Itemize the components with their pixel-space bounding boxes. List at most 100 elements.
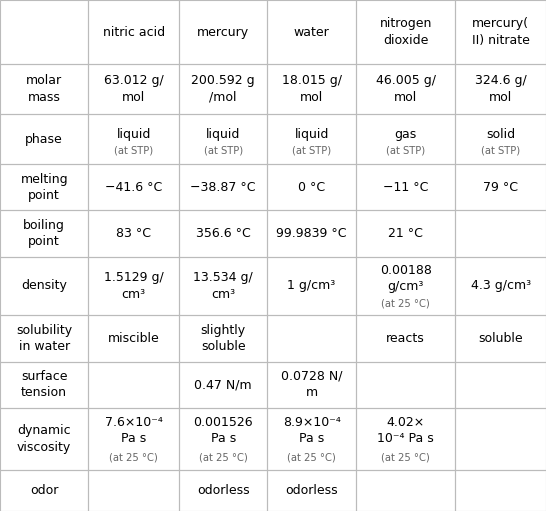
Bar — [268, 315, 356, 361]
Text: nitrogen
dioxide: nitrogen dioxide — [379, 17, 432, 47]
Text: miscible: miscible — [108, 332, 159, 345]
Text: (at 25 °C): (at 25 °C) — [287, 453, 336, 463]
Text: reacts: reacts — [386, 332, 425, 345]
Bar — [356, 361, 455, 408]
Bar — [0, 164, 88, 211]
Text: −11 °C: −11 °C — [383, 181, 428, 194]
Bar — [88, 114, 179, 164]
Bar — [455, 315, 546, 361]
Text: boiling
point: boiling point — [23, 219, 65, 248]
Text: 83 °C: 83 °C — [116, 227, 151, 240]
Text: 79 °C: 79 °C — [483, 181, 518, 194]
Bar — [179, 64, 268, 114]
Text: 63.012 g/
mol: 63.012 g/ mol — [104, 75, 164, 104]
Text: 0 °C: 0 °C — [298, 181, 325, 194]
Bar — [356, 470, 455, 511]
Text: soluble: soluble — [478, 332, 523, 345]
Bar — [179, 0, 268, 64]
Bar — [268, 408, 356, 470]
Text: 7.6×10⁻⁴
Pa s: 7.6×10⁻⁴ Pa s — [105, 416, 163, 446]
Bar — [88, 315, 179, 361]
Text: 1.5129 g/
cm³: 1.5129 g/ cm³ — [104, 271, 164, 300]
Text: 99.9839 °C: 99.9839 °C — [276, 227, 347, 240]
Bar — [88, 257, 179, 315]
Text: 0.47 N/m: 0.47 N/m — [194, 378, 252, 391]
Text: 0.001526
Pa s: 0.001526 Pa s — [193, 416, 253, 446]
Bar — [0, 408, 88, 470]
Bar — [179, 114, 268, 164]
Text: (at STP): (at STP) — [481, 145, 520, 155]
Bar — [455, 361, 546, 408]
Text: (at 25 °C): (at 25 °C) — [199, 453, 247, 463]
Text: molar
mass: molar mass — [26, 75, 62, 104]
Bar — [0, 211, 88, 257]
Text: odor: odor — [30, 484, 58, 497]
Bar — [0, 0, 88, 64]
Bar — [455, 470, 546, 511]
Text: 18.015 g/
mol: 18.015 g/ mol — [282, 75, 342, 104]
Bar — [88, 164, 179, 211]
Text: surface
tension: surface tension — [21, 370, 68, 400]
Text: solubility
in water: solubility in water — [16, 323, 72, 353]
Text: −38.87 °C: −38.87 °C — [191, 181, 256, 194]
Text: 0.0728 N/
m: 0.0728 N/ m — [281, 370, 342, 400]
Bar — [88, 408, 179, 470]
Bar — [356, 257, 455, 315]
Text: 21 °C: 21 °C — [388, 227, 423, 240]
Bar — [179, 361, 268, 408]
Bar — [268, 114, 356, 164]
Bar — [455, 164, 546, 211]
Bar — [455, 114, 546, 164]
Text: 46.005 g/
mol: 46.005 g/ mol — [376, 75, 436, 104]
Text: mercury: mercury — [197, 26, 250, 38]
Bar — [179, 257, 268, 315]
Text: gas: gas — [394, 128, 417, 141]
Bar — [0, 64, 88, 114]
Text: odorless: odorless — [286, 484, 338, 497]
Text: (at 25 °C): (at 25 °C) — [381, 298, 430, 309]
Text: (at STP): (at STP) — [114, 145, 153, 155]
Text: (at 25 °C): (at 25 °C) — [381, 453, 430, 463]
Bar — [179, 164, 268, 211]
Text: 324.6 g/
mol: 324.6 g/ mol — [475, 75, 526, 104]
Bar — [268, 361, 356, 408]
Text: (at STP): (at STP) — [292, 145, 331, 155]
Bar — [356, 114, 455, 164]
Text: 4.02×
10⁻⁴ Pa s: 4.02× 10⁻⁴ Pa s — [377, 416, 434, 446]
Bar — [268, 470, 356, 511]
Bar — [88, 211, 179, 257]
Bar — [268, 64, 356, 114]
Text: (at 25 °C): (at 25 °C) — [109, 453, 158, 463]
Bar — [0, 257, 88, 315]
Text: liquid: liquid — [206, 128, 240, 141]
Bar — [356, 315, 455, 361]
Bar — [356, 0, 455, 64]
Bar — [0, 315, 88, 361]
Bar — [455, 408, 546, 470]
Bar — [88, 470, 179, 511]
Text: 4.3 g/cm³: 4.3 g/cm³ — [471, 280, 531, 292]
Bar — [268, 257, 356, 315]
Text: 13.534 g/
cm³: 13.534 g/ cm³ — [193, 271, 253, 300]
Text: 200.592 g
/mol: 200.592 g /mol — [192, 75, 255, 104]
Text: liquid: liquid — [294, 128, 329, 141]
Bar — [455, 0, 546, 64]
Text: odorless: odorless — [197, 484, 250, 497]
Bar — [268, 164, 356, 211]
Bar — [88, 64, 179, 114]
Bar — [0, 114, 88, 164]
Bar — [0, 361, 88, 408]
Text: water: water — [294, 26, 329, 38]
Text: mercury(
II) nitrate: mercury( II) nitrate — [472, 17, 530, 47]
Text: 0.00188
g/cm³: 0.00188 g/cm³ — [379, 264, 431, 293]
Bar — [455, 64, 546, 114]
Bar — [179, 315, 268, 361]
Text: 8.9×10⁻⁴
Pa s: 8.9×10⁻⁴ Pa s — [283, 416, 341, 446]
Text: melting
point: melting point — [20, 173, 68, 202]
Text: (at STP): (at STP) — [204, 145, 243, 155]
Bar — [268, 0, 356, 64]
Bar — [179, 211, 268, 257]
Bar — [88, 361, 179, 408]
Bar — [88, 0, 179, 64]
Text: phase: phase — [25, 133, 63, 146]
